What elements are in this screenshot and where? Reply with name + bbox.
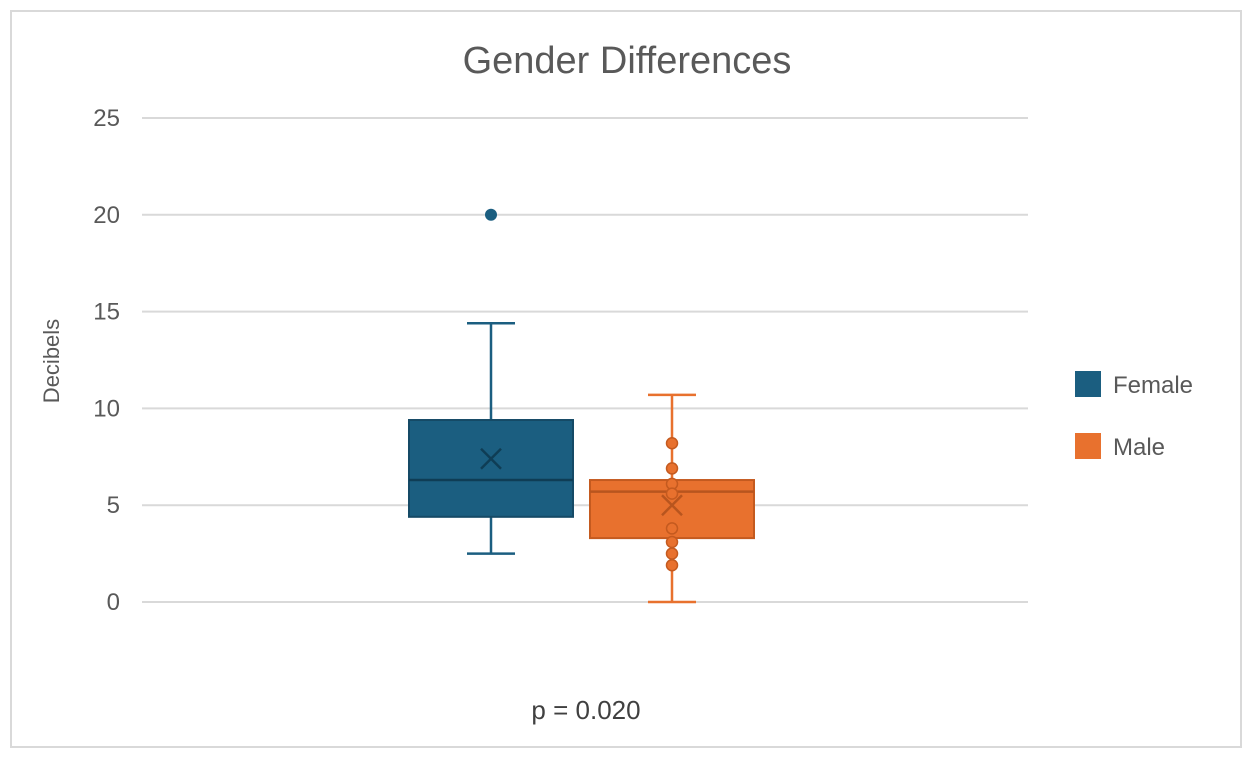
- legend-label-male: Male: [1113, 434, 1165, 461]
- female-mean-marker-b: [480, 447, 502, 470]
- male-point-0: [665, 436, 679, 450]
- y-tick-label-15: 15: [93, 299, 120, 326]
- y-axis-ticks: 0 5 10 15 20 25: [93, 105, 120, 616]
- y-tick-label-20: 20: [93, 202, 120, 229]
- male-point-5: [665, 535, 679, 549]
- male-point-6: [665, 547, 679, 560]
- y-tick-label-10: 10: [93, 395, 120, 422]
- legend-label-female: Female: [1113, 372, 1193, 399]
- male-point-1: [665, 462, 679, 475]
- y-tick-label-0: 0: [107, 589, 120, 616]
- chart-title: Gender Differences: [463, 40, 792, 82]
- male-mean-marker-b: [661, 494, 683, 517]
- category-label: p = 0.020: [531, 695, 640, 725]
- y-tick-label-5: 5: [107, 492, 120, 519]
- legend-swatch-female: [1075, 371, 1101, 397]
- y-tick-label-25: 25: [93, 105, 120, 132]
- y-axis-label: Decibels: [39, 319, 64, 403]
- chart-frame: [10, 10, 1242, 748]
- legend: Female Male: [1075, 371, 1193, 461]
- female-box-plot: [408, 208, 574, 555]
- female-box: [408, 419, 574, 518]
- male-point-3: [665, 487, 679, 500]
- female-outlier-0: [485, 208, 497, 221]
- male-point-7: [665, 558, 679, 572]
- legend-swatch-male: [1075, 433, 1101, 459]
- gridlines: [142, 117, 1028, 603]
- male-box-plot: [589, 393, 755, 604]
- male-point-4: [665, 522, 679, 535]
- box-plot-area: [408, 208, 755, 604]
